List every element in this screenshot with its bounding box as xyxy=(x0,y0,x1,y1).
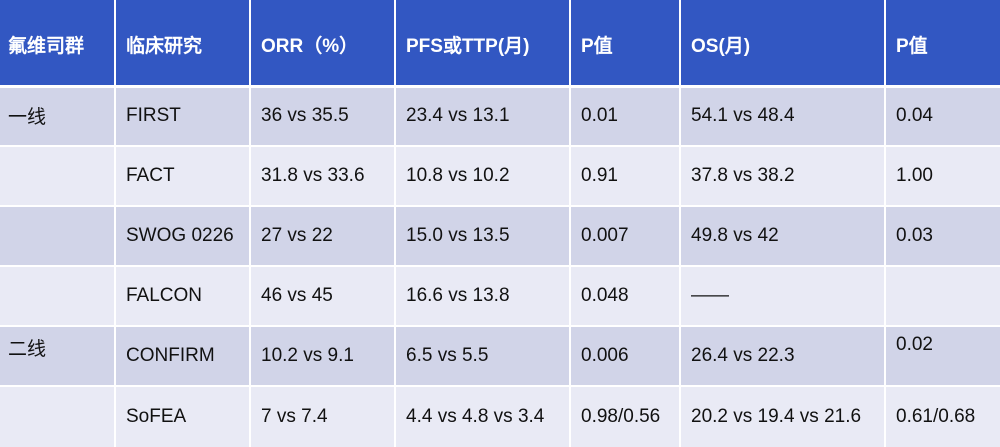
orr-cell: 10.2 vs 9.1 xyxy=(251,326,396,386)
row-divider xyxy=(0,325,1000,327)
line-cell: 一线 xyxy=(0,86,116,146)
line-cell xyxy=(0,266,116,326)
table-row: SWOG 0226 27 vs 22 15.0 vs 13.5 0.007 49… xyxy=(0,206,1000,266)
p-value-pfs-cell: 0.98/0.56 xyxy=(571,386,681,447)
table-row: SoFEA 7 vs 7.4 4.4 vs 4.8 vs 3.4 0.98/0.… xyxy=(0,386,1000,447)
p-value-pfs-cell: 0.048 xyxy=(571,266,681,326)
os-cell: 26.4 vs 22.3 xyxy=(681,326,886,386)
header-p-value-os: P值 xyxy=(886,0,1000,86)
header-p-value-pfs: P值 xyxy=(571,0,681,86)
pfs-cell: 10.8 vs 10.2 xyxy=(396,146,571,206)
table-row: FACT 31.8 vs 33.6 10.8 vs 10.2 0.91 37.8… xyxy=(0,146,1000,206)
p-value-os-cell: 0.03 xyxy=(886,206,1000,266)
study-cell: FALCON xyxy=(116,266,251,326)
os-cell: 54.1 vs 48.4 xyxy=(681,86,886,146)
table-row: 一线 FIRST 36 vs 35.5 23.4 vs 13.1 0.01 54… xyxy=(0,86,1000,146)
table-row: 二线 CONFIRM 10.2 vs 9.1 6.5 vs 5.5 0.006 … xyxy=(0,326,1000,386)
header-pfs-ttp: PFS或TTP(月) xyxy=(396,0,571,86)
orr-cell: 7 vs 7.4 xyxy=(251,386,396,447)
os-cell: —— xyxy=(681,266,886,326)
study-cell: CONFIRM xyxy=(116,326,251,386)
study-cell: FIRST xyxy=(116,86,251,146)
orr-cell: 31.8 vs 33.6 xyxy=(251,146,396,206)
row-divider xyxy=(0,145,1000,147)
pfs-cell: 23.4 vs 13.1 xyxy=(396,86,571,146)
pfs-cell: 16.6 vs 13.8 xyxy=(396,266,571,326)
p-value-os-cell xyxy=(886,266,1000,326)
table-row: FALCON 46 vs 45 16.6 vs 13.8 0.048 —— xyxy=(0,266,1000,326)
header-orr: ORR（%） xyxy=(251,0,396,86)
study-cell: FACT xyxy=(116,146,251,206)
orr-cell: 27 vs 22 xyxy=(251,206,396,266)
p-value-os-cell: 0.61/0.68 xyxy=(886,386,1000,447)
header-divider xyxy=(0,85,1000,88)
orr-cell: 46 vs 45 xyxy=(251,266,396,326)
os-cell: 49.8 vs 42 xyxy=(681,206,886,266)
p-value-pfs-cell: 0.006 xyxy=(571,326,681,386)
os-cell: 37.8 vs 38.2 xyxy=(681,146,886,206)
row-divider xyxy=(0,385,1000,387)
row-divider xyxy=(0,265,1000,267)
header-clinical-study: 临床研究 xyxy=(116,0,251,86)
pfs-cell: 4.4 vs 4.8 vs 3.4 xyxy=(396,386,571,447)
os-cell: 20.2 vs 19.4 vs 21.6 xyxy=(681,386,886,447)
p-value-os-cell: 1.00 xyxy=(886,146,1000,206)
pfs-cell: 6.5 vs 5.5 xyxy=(396,326,571,386)
line-cell xyxy=(0,146,116,206)
orr-cell: 36 vs 35.5 xyxy=(251,86,396,146)
p-value-pfs-cell: 0.91 xyxy=(571,146,681,206)
row-divider xyxy=(0,205,1000,207)
line-cell: 二线 xyxy=(0,326,116,386)
p-value-os-cell: 0.02 xyxy=(886,326,1000,386)
p-value-pfs-cell: 0.007 xyxy=(571,206,681,266)
header-os: OS(月) xyxy=(681,0,886,86)
study-cell: SoFEA xyxy=(116,386,251,447)
p-value-os-cell: 0.04 xyxy=(886,86,1000,146)
header-row: 氟维司群 临床研究 ORR（%） PFS或TTP(月) P值 OS(月) P值 xyxy=(0,0,1000,86)
pfs-cell: 15.0 vs 13.5 xyxy=(396,206,571,266)
study-cell: SWOG 0226 xyxy=(116,206,251,266)
header-fulvestrant: 氟维司群 xyxy=(0,0,116,86)
line-cell xyxy=(0,386,116,447)
line-cell xyxy=(0,206,116,266)
p-value-pfs-cell: 0.01 xyxy=(571,86,681,146)
